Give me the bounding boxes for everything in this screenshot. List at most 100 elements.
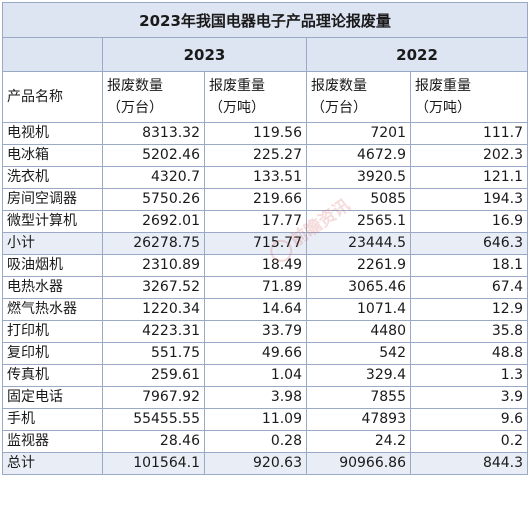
qty-2022-cell: 1071.4 <box>306 298 411 321</box>
weight-2022-cell: 121.1 <box>409 166 529 189</box>
year-2023-header: 2023 <box>102 37 307 72</box>
product-name-cell: 传真机 <box>2 364 103 387</box>
weight-2022-cell: 9.6 <box>409 408 529 431</box>
weight-2023-cell: 11.09 <box>204 408 307 431</box>
table-row: 监视器 28.46 0.28 24.2 0.2 <box>2 430 529 453</box>
weight-2022-cell: 202.3 <box>409 144 529 167</box>
table-row: 打印机 4223.31 33.79 4480 35.8 <box>2 320 529 343</box>
qty-2022-cell: 4480 <box>306 320 411 343</box>
qty-2023-cell: 3267.52 <box>102 276 205 299</box>
product-name-cell: 吸油烟机 <box>2 254 103 277</box>
weight-2022-cell: 48.8 <box>409 342 529 365</box>
product-name-cell: 监视器 <box>2 430 103 453</box>
weight-2022-cell: 1.3 <box>409 364 529 387</box>
weight-2023-header: 报废重量 （万吨） <box>204 71 307 123</box>
table-row: 房间空调器 5750.26 219.66 5085 194.3 <box>2 188 529 211</box>
product-name-cell: 小计 <box>2 232 103 255</box>
qty-header-line2: （万台） <box>311 100 367 116</box>
qty-2022-cell: 24.2 <box>306 430 411 453</box>
weight-2022-cell: 16.9 <box>409 210 529 233</box>
weight-header-line2: （万吨） <box>209 100 265 116</box>
qty-2023-cell: 1220.34 <box>102 298 205 321</box>
weight-2023-cell: 0.28 <box>204 430 307 453</box>
qty-2023-cell: 5750.26 <box>102 188 205 211</box>
weight-2023-cell: 49.66 <box>204 342 307 365</box>
table-row: 传真机 259.61 1.04 329.4 1.3 <box>2 364 529 387</box>
qty-2022-cell: 4672.9 <box>306 144 411 167</box>
qty-header-line1: 报废数量 <box>311 78 367 94</box>
weight-2022-cell: 194.3 <box>409 188 529 211</box>
column-header-row: 产品名称 报废数量 （万台） 报废重量 （万吨） 报废数量 （万台） 报废重量 … <box>2 71 529 123</box>
table-row: 吸油烟机 2310.89 18.49 2261.9 18.1 <box>2 254 529 277</box>
table-row: 洗衣机 4320.7 133.51 3920.5 121.1 <box>2 166 529 189</box>
table-row: 电热水器 3267.52 71.89 3065.46 67.4 <box>2 276 529 299</box>
table-row: 手机 55455.55 11.09 47893 9.6 <box>2 408 529 431</box>
product-name-cell: 复印机 <box>2 342 103 365</box>
weight-header-line2: （万吨） <box>415 100 471 116</box>
product-name-header: 产品名称 <box>2 71 103 123</box>
table-row: 固定电话 7967.92 3.98 7855 3.9 <box>2 386 529 409</box>
title-row: 2023年我国电器电子产品理论报废量 <box>1 2 529 38</box>
table-row: 微型计算机 2692.01 17.77 2565.1 16.9 <box>2 210 529 233</box>
weight-2022-cell: 67.4 <box>409 276 529 299</box>
table-row: 复印机 551.75 49.66 542 48.8 <box>2 342 529 365</box>
weight-2023-cell: 3.98 <box>204 386 307 409</box>
qty-2022-header: 报废数量 （万台） <box>306 71 411 123</box>
qty-2023-cell: 8313.32 <box>102 122 205 145</box>
product-name-cell: 微型计算机 <box>2 210 103 233</box>
qty-2022-cell: 3920.5 <box>306 166 411 189</box>
qty-header-line1: 报废数量 <box>107 78 163 94</box>
weight-header-line1: 报废重量 <box>415 78 471 94</box>
qty-2022-cell: 3065.46 <box>306 276 411 299</box>
weight-2023-cell: 17.77 <box>204 210 307 233</box>
qty-2023-cell: 4320.7 <box>102 166 205 189</box>
weight-2023-cell: 133.51 <box>204 166 307 189</box>
weight-2022-cell: 646.3 <box>409 232 529 255</box>
table-row: 总计 101564.1 920.63 90966.86 844.3 <box>2 452 529 475</box>
qty-2023-header: 报废数量 （万台） <box>102 71 205 123</box>
weight-2022-cell: 18.1 <box>409 254 529 277</box>
qty-2023-cell: 4223.31 <box>102 320 205 343</box>
qty-2022-cell: 7201 <box>306 122 411 145</box>
qty-2023-cell: 259.61 <box>102 364 205 387</box>
qty-2022-cell: 90966.86 <box>306 452 411 475</box>
weight-2023-cell: 71.89 <box>204 276 307 299</box>
qty-2022-cell: 5085 <box>306 188 411 211</box>
qty-2022-cell: 329.4 <box>306 364 411 387</box>
qty-header-line2: （万台） <box>107 100 163 116</box>
weight-2023-cell: 33.79 <box>204 320 307 343</box>
qty-2022-cell: 2261.9 <box>306 254 411 277</box>
year-corner-cell <box>2 37 103 72</box>
weight-2023-cell: 920.63 <box>204 452 307 475</box>
qty-2023-cell: 28.46 <box>102 430 205 453</box>
table-row: 电冰箱 5202.46 225.27 4672.9 202.3 <box>2 144 529 167</box>
weight-2022-cell: 3.9 <box>409 386 529 409</box>
product-name-cell: 总计 <box>2 452 103 475</box>
weight-2022-cell: 12.9 <box>409 298 529 321</box>
table-row: 电视机 8313.32 119.56 7201 111.7 <box>2 122 529 145</box>
weight-2022-cell: 0.2 <box>409 430 529 453</box>
weight-2023-cell: 18.49 <box>204 254 307 277</box>
product-name-cell: 电冰箱 <box>2 144 103 167</box>
weight-2022-cell: 35.8 <box>409 320 529 343</box>
qty-2023-cell: 5202.46 <box>102 144 205 167</box>
table-body: 电视机 8313.32 119.56 7201 111.7 电冰箱 5202.46 225.2… <box>2 122 529 475</box>
weight-2022-header: 报废重量 （万吨） <box>409 71 529 123</box>
qty-2022-cell: 2565.1 <box>306 210 411 233</box>
qty-2022-cell: 23444.5 <box>306 232 411 255</box>
weight-2023-cell: 715.77 <box>204 232 307 255</box>
weight-2023-cell: 225.27 <box>204 144 307 167</box>
qty-2023-cell: 2692.01 <box>102 210 205 233</box>
qty-2023-cell: 551.75 <box>102 342 205 365</box>
table-row: 燃气热水器 1220.34 14.64 1071.4 12.9 <box>2 298 529 321</box>
table-title: 2023年我国电器电子产品理论报废量 <box>1 2 529 38</box>
weight-2023-cell: 119.56 <box>204 122 307 145</box>
weight-2023-cell: 219.66 <box>204 188 307 211</box>
product-name-cell: 房间空调器 <box>2 188 103 211</box>
product-name-cell: 电视机 <box>2 122 103 145</box>
product-name-cell: 燃气热水器 <box>2 298 103 321</box>
scrap-volume-table: 2023年我国电器电子产品理论报废量 2023 2022 产品名称 报废数量 （… <box>1 2 529 475</box>
product-name-cell: 手机 <box>2 408 103 431</box>
table-row: 小计 26278.75 715.77 23444.5 646.3 <box>2 232 529 255</box>
product-name-cell: 电热水器 <box>2 276 103 299</box>
